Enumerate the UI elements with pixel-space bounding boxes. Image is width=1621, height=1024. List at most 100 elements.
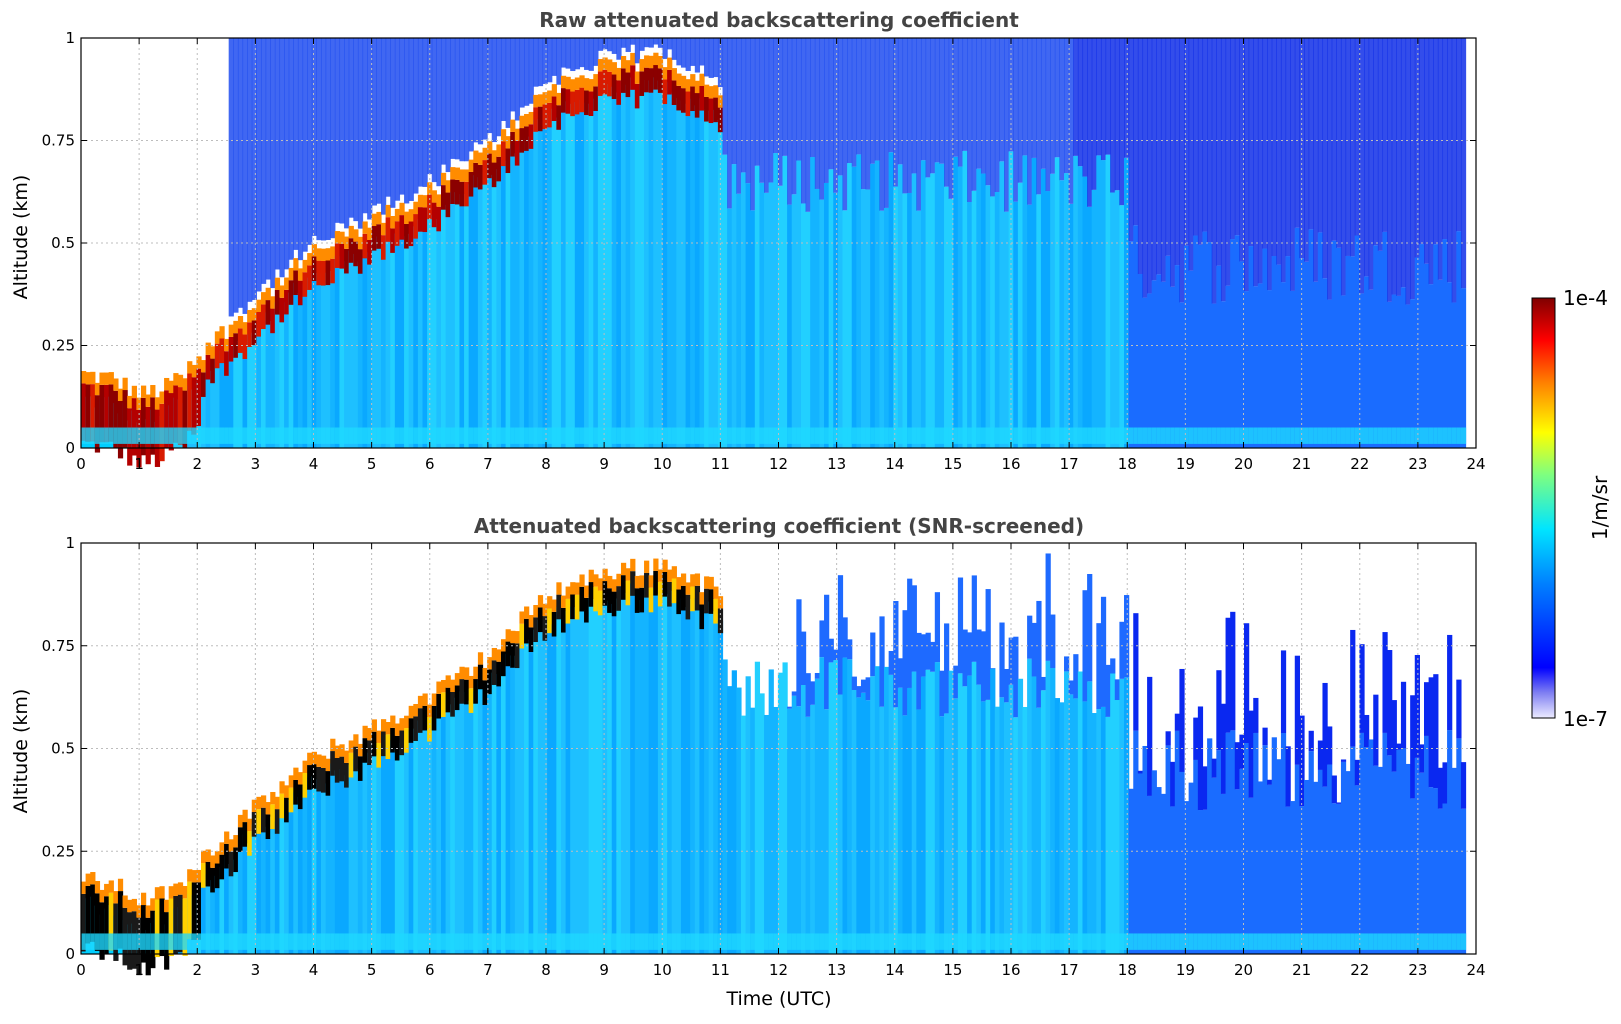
heatmap-cell — [1193, 427, 1199, 444]
heatmap-cell — [427, 704, 433, 717]
heatmap-column — [1405, 763, 1411, 954]
heatmap-cell — [237, 328, 244, 353]
heatmap-cell — [477, 164, 484, 190]
heatmap-cell — [450, 427, 456, 444]
heatmap-column — [173, 373, 179, 448]
heatmap-cell — [302, 427, 308, 444]
heatmap-column — [279, 781, 285, 954]
heatmap-column — [1128, 788, 1134, 954]
heatmap-cell — [934, 933, 941, 950]
heatmap-cell — [824, 182, 830, 448]
heatmap-column — [588, 38, 594, 449]
heatmap-cell — [1165, 731, 1171, 746]
heatmap-cell — [247, 831, 253, 856]
heatmap-cell — [1424, 38, 1430, 264]
heatmap-cell — [413, 703, 419, 717]
heatmap-cell — [856, 154, 862, 448]
heatmap-column — [639, 38, 645, 449]
heatmap-cell — [505, 148, 511, 174]
heatmap-cell — [348, 752, 354, 778]
heatmap-cell — [597, 59, 604, 72]
heatmap-column — [265, 802, 271, 954]
heatmap-cell — [233, 38, 239, 313]
heatmap-cell — [533, 38, 539, 87]
heatmap-cell — [1331, 775, 1337, 804]
heatmap-cell — [907, 38, 913, 193]
heatmap-column — [1211, 38, 1217, 448]
heatmap-column — [1327, 726, 1333, 954]
heatmap-column — [745, 676, 751, 954]
heatmap-cell — [593, 38, 599, 66]
heatmap-column — [953, 38, 959, 448]
heatmap-cell — [542, 603, 548, 617]
heatmap-column — [1027, 38, 1033, 448]
heatmap-cell — [330, 933, 336, 950]
heatmap-cell — [782, 38, 788, 156]
heatmap-column — [1211, 758, 1217, 954]
heatmap-cell — [154, 933, 161, 950]
heatmap-cell — [177, 933, 184, 950]
heatmap-column — [1142, 38, 1148, 448]
heatmap-cell — [602, 69, 608, 95]
heatmap-cell — [1340, 427, 1347, 444]
heatmap-cell — [962, 38, 968, 151]
heatmap-cell — [339, 768, 345, 954]
heatmap-cell — [630, 933, 636, 950]
heatmap-cell — [1442, 38, 1448, 240]
heatmap-column — [1271, 737, 1277, 954]
heatmap-column — [191, 364, 197, 448]
heatmap-cell — [870, 632, 876, 677]
heatmap-cell — [330, 738, 336, 752]
heatmap-cell — [113, 427, 119, 444]
heatmap-cell — [1368, 739, 1374, 954]
heatmap-cell — [616, 80, 622, 105]
heatmap-column — [399, 38, 405, 448]
heatmap-cell — [800, 933, 807, 950]
x-tick-label: 16 — [1001, 961, 1020, 979]
heatmap-cell — [1285, 38, 1291, 257]
heatmap-column — [140, 385, 147, 456]
heatmap-cell — [131, 398, 137, 456]
heatmap-cell — [1170, 933, 1176, 950]
heatmap-cell — [584, 90, 590, 116]
heatmap-cell — [796, 160, 802, 448]
heatmap-cell — [782, 155, 788, 448]
heatmap-cell — [537, 106, 544, 132]
heatmap-column — [1160, 793, 1167, 954]
heatmap-cell — [260, 933, 267, 950]
heatmap-cell — [897, 38, 904, 165]
heatmap-column — [1040, 38, 1047, 449]
heatmap-cell — [200, 360, 207, 373]
heatmap-column — [754, 661, 761, 954]
heatmap-column — [380, 38, 387, 448]
heatmap-cell — [980, 933, 987, 950]
heatmap-cell — [339, 244, 345, 269]
heatmap-cell — [325, 771, 331, 796]
heatmap-cell — [1350, 256, 1356, 448]
heatmap-cell — [791, 695, 797, 954]
heatmap-column — [671, 566, 677, 954]
heatmap-cell — [390, 38, 396, 208]
heatmap-cell — [417, 38, 424, 187]
heatmap-column — [916, 632, 922, 954]
heatmap-column — [376, 730, 382, 954]
heatmap-cell — [191, 427, 197, 444]
heatmap-cell — [962, 686, 968, 954]
heatmap-column — [694, 573, 701, 954]
heatmap-cell — [985, 185, 991, 448]
heatmap-column — [990, 668, 996, 954]
heatmap-cell — [694, 427, 701, 444]
heatmap-cell — [911, 173, 917, 448]
heatmap-cell — [1308, 730, 1314, 752]
heatmap-cell — [450, 167, 456, 180]
heatmap-cell — [851, 427, 857, 444]
heatmap-cell — [311, 244, 317, 257]
heatmap-column — [431, 693, 437, 954]
heatmap-cell — [1419, 427, 1425, 444]
heatmap-cell — [445, 204, 451, 448]
heatmap-cell — [108, 880, 114, 893]
heatmap-cell — [108, 427, 114, 444]
heatmap-cell — [694, 105, 701, 448]
heatmap-cell — [371, 226, 377, 251]
heatmap-cell — [482, 172, 488, 449]
